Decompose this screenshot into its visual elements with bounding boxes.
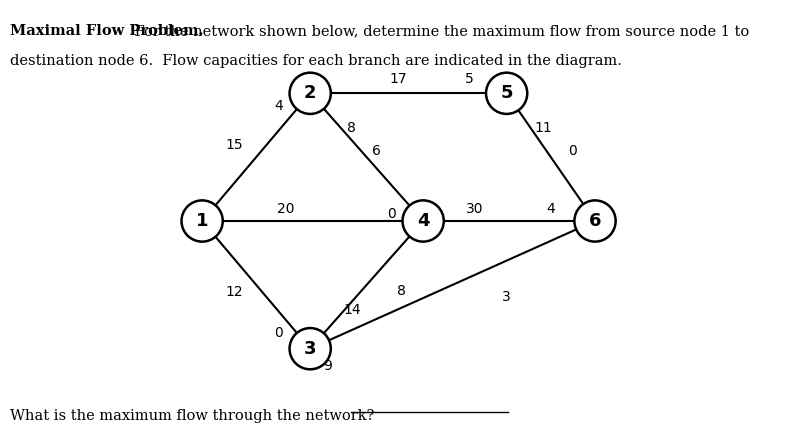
Text: 9: 9 [323,359,332,373]
Text: 30: 30 [466,202,483,216]
Text: 0: 0 [274,326,282,340]
Text: 8: 8 [396,284,405,298]
Text: 12: 12 [225,285,243,299]
Text: destination node 6.  Flow capacities for each branch are indicated in the diagra: destination node 6. Flow capacities for … [10,54,622,68]
Text: 3: 3 [502,290,511,304]
Text: 20: 20 [277,202,295,216]
Text: 15: 15 [225,138,243,152]
Circle shape [486,72,527,114]
Text: 3: 3 [304,340,316,358]
Text: 14: 14 [343,303,361,317]
Text: 0: 0 [569,144,577,158]
Text: 2: 2 [304,84,316,102]
Text: 17: 17 [390,72,408,86]
Text: 5: 5 [500,84,513,102]
Text: What is the maximum flow through the network?: What is the maximum flow through the net… [10,409,375,423]
Text: 5: 5 [466,72,475,86]
Circle shape [290,72,331,114]
Circle shape [403,200,444,242]
Text: For the network shown below, determine the maximum flow from source node 1 to: For the network shown below, determine t… [130,24,749,38]
Circle shape [290,328,331,370]
Text: 6: 6 [589,212,601,230]
Circle shape [182,200,223,242]
Text: 0: 0 [387,206,395,221]
Text: Maximal Flow Problem.: Maximal Flow Problem. [10,24,204,38]
Text: 8: 8 [348,121,357,135]
Text: 11: 11 [534,121,552,135]
Text: 4: 4 [274,99,282,113]
Text: 1: 1 [196,212,208,230]
Circle shape [575,200,616,242]
Text: 4: 4 [546,202,555,216]
Text: 6: 6 [372,144,381,158]
Text: 4: 4 [417,212,429,230]
